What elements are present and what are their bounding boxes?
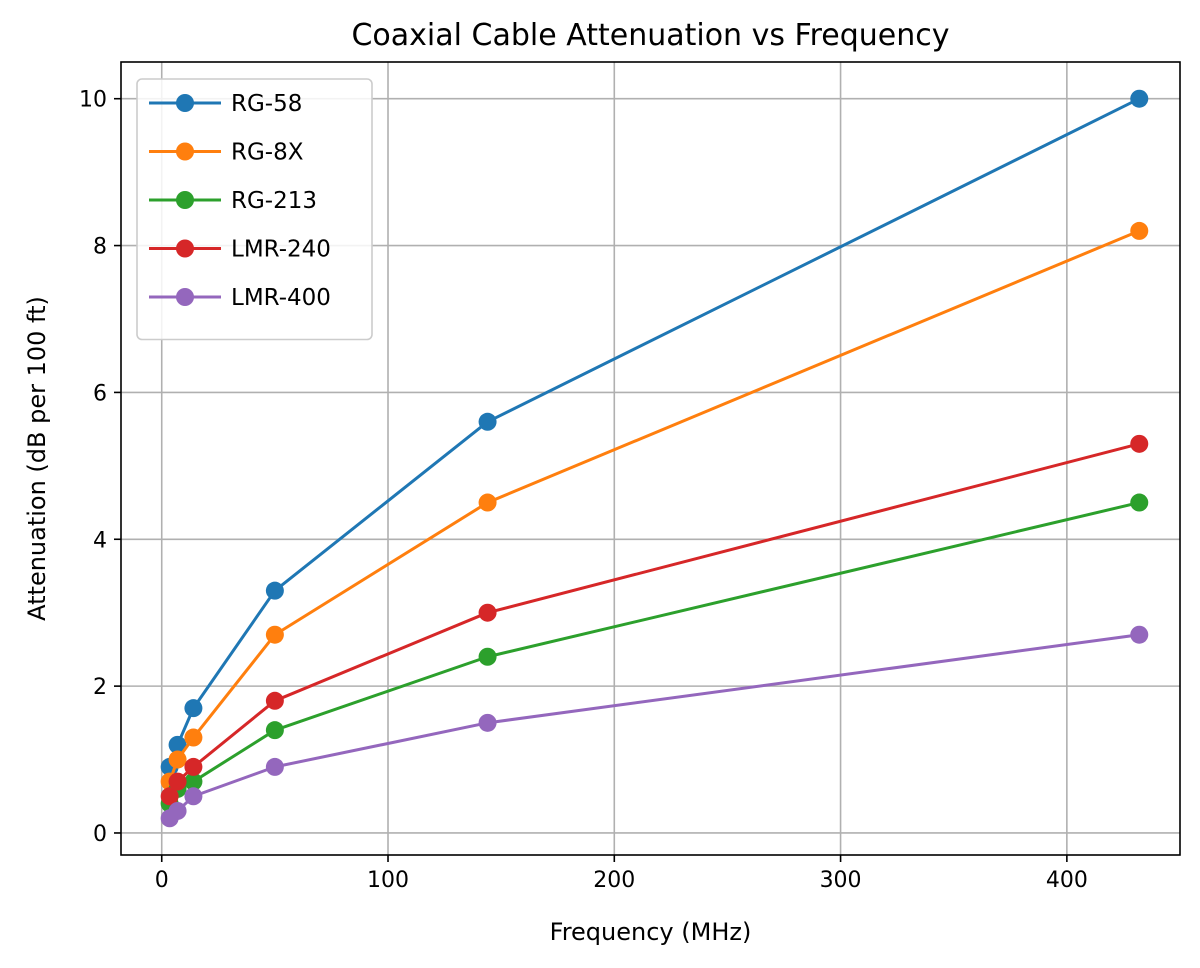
x-tick-label: 100	[367, 868, 409, 893]
data-point	[160, 787, 179, 806]
legend: RG-58 RG-8X RG-213 LMR-240 LMR-400	[136, 78, 373, 341]
data-point	[184, 757, 203, 776]
data-point	[168, 801, 187, 820]
data-point	[168, 750, 187, 769]
data-point	[265, 721, 284, 740]
legend-label: RG-213	[231, 188, 317, 214]
data-point	[265, 757, 284, 776]
y-tick-label: 6	[93, 381, 107, 406]
legend-label: LMR-400	[231, 285, 331, 311]
data-point	[184, 699, 203, 718]
y-tick-label: 10	[79, 88, 107, 113]
legend-item: RG-213	[149, 188, 317, 214]
data-point	[478, 493, 497, 512]
data-point	[1130, 493, 1149, 512]
legend-item: RG-58	[149, 91, 302, 117]
legend-marker	[176, 94, 194, 112]
data-point	[265, 581, 284, 600]
y-tick-label: 4	[93, 528, 107, 553]
legend-label: LMR-240	[231, 237, 331, 263]
data-point	[478, 713, 497, 732]
chart-title: Coaxial Cable Attenuation vs Frequency	[351, 18, 949, 53]
legend-label: RG-58	[231, 91, 302, 117]
y-tick-label: 8	[93, 235, 107, 260]
grid	[121, 62, 1180, 855]
data-point	[478, 412, 497, 431]
data-point	[265, 691, 284, 710]
legend-box	[136, 78, 373, 341]
legend-item: LMR-240	[149, 237, 331, 263]
series-lmr-400	[160, 625, 1149, 828]
data-point	[265, 625, 284, 644]
legend-marker	[176, 288, 194, 306]
x-tick-label: 300	[820, 868, 862, 893]
x-tick-label: 0	[155, 868, 169, 893]
legend-marker	[176, 239, 194, 258]
plot-series	[160, 89, 1149, 828]
data-point	[1130, 221, 1149, 240]
x-tick-label: 400	[1046, 868, 1088, 893]
y-axis-label: Attenuation (dB per 100 ft)	[23, 296, 51, 621]
axes-frame	[120, 61, 1181, 856]
data-point	[1130, 625, 1149, 644]
legend-label: RG-8X	[231, 140, 304, 166]
data-point	[1130, 434, 1149, 453]
data-point	[478, 647, 497, 666]
legend-item: LMR-400	[149, 285, 331, 311]
x-tick-label: 200	[593, 868, 635, 893]
data-point	[184, 787, 203, 806]
y-tick-label: 0	[93, 822, 107, 847]
legend-marker	[176, 142, 194, 161]
data-point	[184, 772, 203, 791]
data-point	[168, 735, 187, 754]
data-point	[1130, 89, 1149, 108]
series-lmr-240	[160, 434, 1149, 806]
data-point	[478, 603, 497, 622]
x-axis-label: Frequency (MHz)	[550, 918, 752, 946]
axis-ticks: 0 100 200 300 400 0 2 4 6 8 10	[79, 88, 1088, 893]
legend-marker	[176, 191, 194, 209]
y-tick-label: 2	[93, 675, 107, 700]
data-point	[184, 728, 203, 747]
data-point	[168, 772, 187, 791]
legend-item: RG-8X	[149, 140, 304, 166]
